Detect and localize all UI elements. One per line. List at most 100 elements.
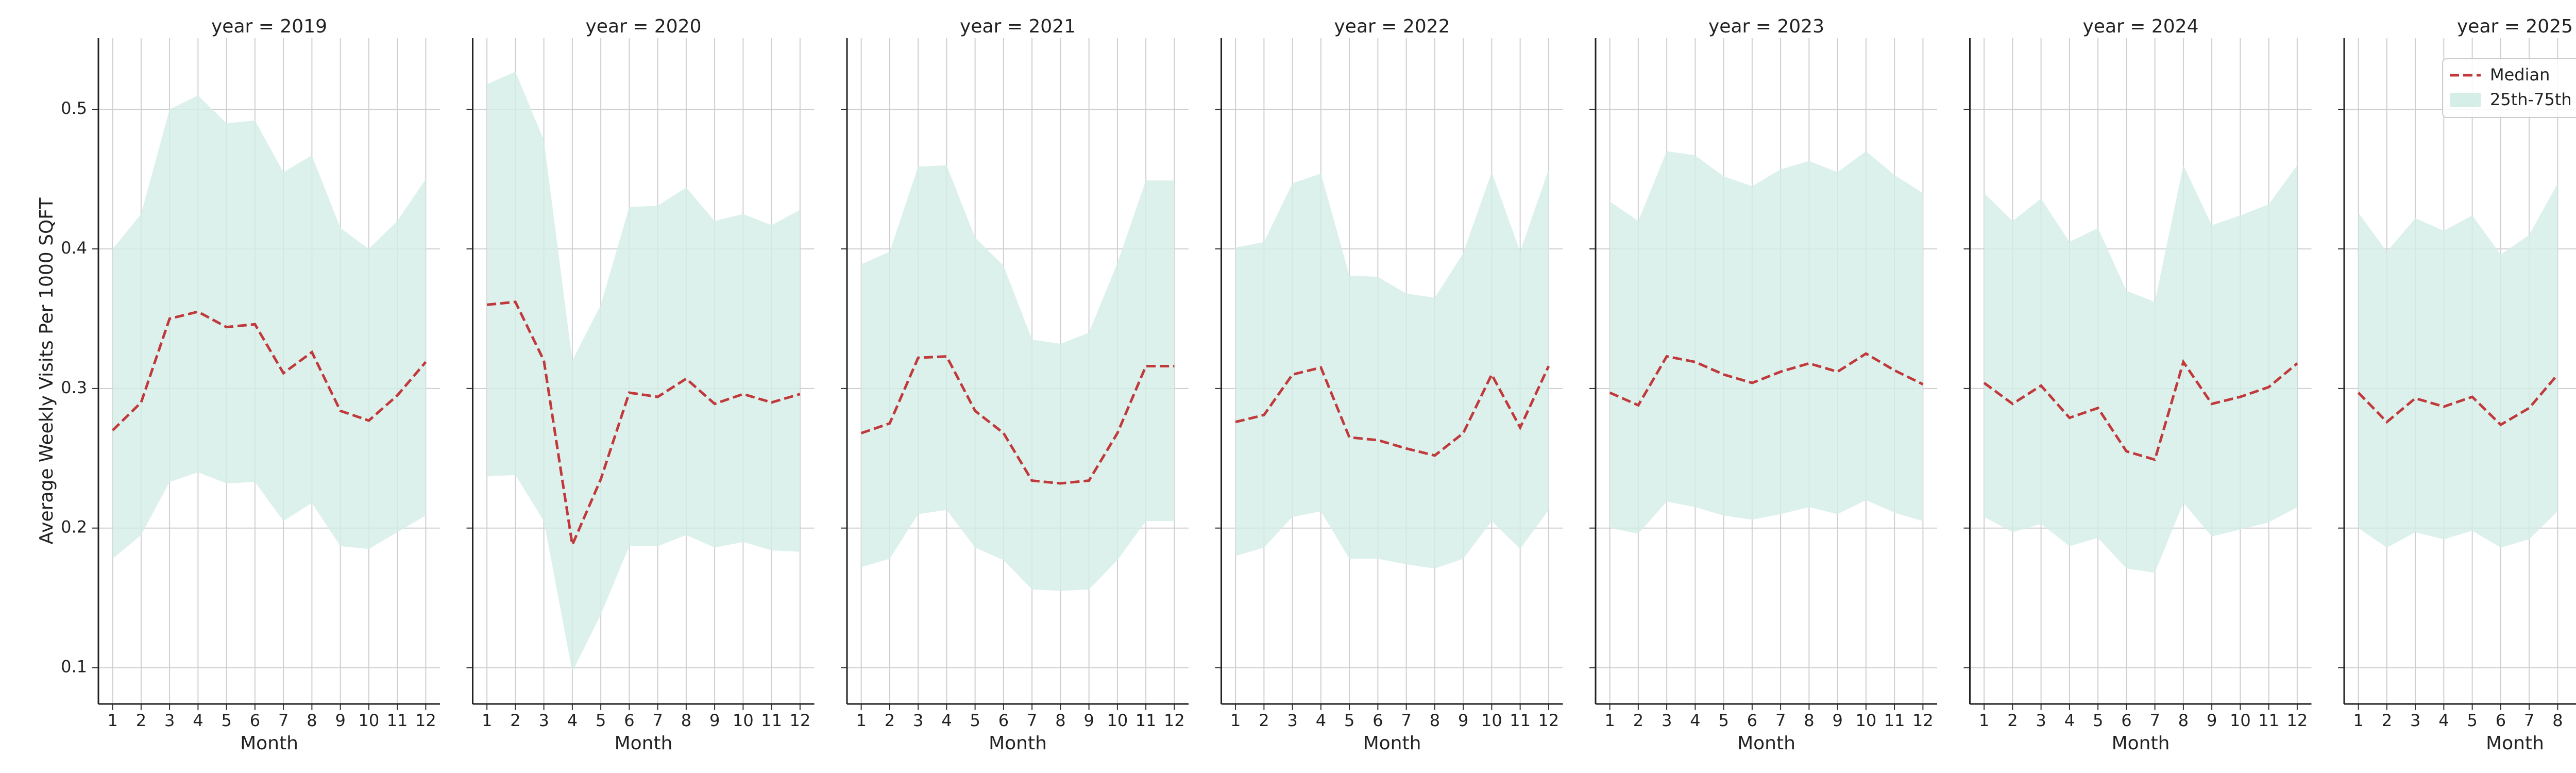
x-tick-label: 4: [941, 711, 952, 730]
x-tick-label: 9: [335, 711, 345, 730]
y-tick-label: 0.2: [61, 517, 87, 537]
x-tick-label: 11: [1884, 711, 1905, 730]
x-tick-label: 4: [567, 711, 578, 730]
x-tick-label: 9: [1458, 711, 1468, 730]
x-tick-label: 5: [2093, 711, 2103, 730]
x-axis-label: Month: [1737, 733, 1795, 754]
median-line: [1235, 365, 1550, 457]
x-tick-label: 10: [1481, 711, 1502, 730]
legend-label: 25th-75th Percentile: [2490, 90, 2576, 109]
x-tick-label: 2: [885, 711, 895, 730]
x-tick-label: 11: [761, 711, 782, 730]
panel-title: year = 2022: [1334, 16, 1450, 37]
x-tick-label: 11: [1510, 711, 1531, 730]
x-tick-label: 7: [1401, 711, 1411, 730]
iqr-band: [112, 95, 426, 559]
x-tick-label: 4: [1690, 711, 1700, 730]
x-tick-label: 6: [1747, 711, 1757, 730]
legend-label: Median: [2490, 65, 2550, 85]
x-tick-label: 6: [250, 711, 260, 730]
x-tick-label: 6: [2496, 711, 2506, 730]
x-tick-label: 10: [359, 711, 380, 730]
median-line: [486, 300, 801, 550]
x-tick-label: 7: [278, 711, 289, 730]
x-axis-label: Month: [615, 733, 673, 754]
x-tick-label: 3: [2036, 711, 2046, 730]
panel: year = 2025123456789101112Month: [2338, 16, 2576, 754]
x-tick-label: 5: [221, 711, 231, 730]
x-tick-label: 10: [733, 711, 754, 730]
x-tick-label: 1: [107, 711, 117, 730]
x-tick-label: 8: [2178, 711, 2189, 730]
panel-title: year = 2020: [586, 16, 702, 37]
x-tick-label: 2: [2382, 711, 2392, 730]
x-tick-label: 1: [1230, 711, 1241, 730]
x-tick-label: 8: [681, 711, 691, 730]
y-axis-label: Average Weekly Visits Per 1000 SQFT: [36, 197, 57, 545]
y-tick-label: 0.1: [61, 657, 87, 677]
x-tick-label: 5: [1344, 711, 1354, 730]
x-tick-label: 4: [2064, 711, 2075, 730]
x-tick-label: 6: [2121, 711, 2131, 730]
x-tick-label: 1: [856, 711, 866, 730]
x-tick-label: 1: [482, 711, 492, 730]
x-tick-label: 9: [709, 711, 720, 730]
x-tick-label: 2: [1259, 711, 1269, 730]
x-tick-label: 5: [2467, 711, 2477, 730]
panel-title: year = 2025: [2457, 16, 2573, 37]
x-tick-label: 3: [164, 711, 175, 730]
x-tick-label: 5: [1718, 711, 1728, 730]
legend: Median 25th-75th Percentile: [2442, 58, 2576, 118]
x-tick-label: 12: [1164, 711, 1185, 730]
x-tick-label: 8: [1804, 711, 1814, 730]
iqr-band: [1984, 165, 2297, 573]
x-tick-label: 12: [2287, 711, 2308, 730]
iqr-band: [861, 165, 1175, 591]
y-tick-label: 0.5: [61, 98, 87, 118]
median-line: [860, 355, 1175, 485]
iqr-band: [2358, 183, 2558, 548]
x-tick-label: 4: [2438, 711, 2449, 730]
y-tick-label: 0.3: [61, 378, 87, 397]
x-tick-label: 6: [624, 711, 634, 730]
x-tick-label: 9: [1083, 711, 1094, 730]
x-tick-label: 2: [1633, 711, 1643, 730]
x-tick-label: 8: [1055, 711, 1065, 730]
x-tick-label: 1: [2353, 711, 2363, 730]
x-tick-label: 3: [1287, 711, 1297, 730]
x-tick-label: 2: [2007, 711, 2018, 730]
x-tick-label: 10: [1107, 711, 1128, 730]
panel-title: year = 2021: [960, 16, 1076, 37]
x-tick-label: 8: [1430, 711, 1440, 730]
x-tick-label: 5: [596, 711, 606, 730]
x-tick-label: 7: [2524, 711, 2534, 730]
x-tick-label: 6: [1372, 711, 1383, 730]
x-axis-label: Month: [989, 733, 1047, 754]
panel-title: year = 2019: [211, 16, 327, 37]
x-tick-label: 3: [2410, 711, 2420, 730]
x-tick-label: 9: [2207, 711, 2217, 730]
x-tick-label: 4: [1316, 711, 1326, 730]
x-tick-label: 9: [1832, 711, 1842, 730]
x-tick-label: 2: [136, 711, 146, 730]
x-tick-label: 3: [1662, 711, 1672, 730]
x-tick-label: 12: [1912, 711, 1934, 730]
x-tick-label: 12: [1538, 711, 1560, 730]
x-axis-label: Month: [240, 733, 298, 754]
iqr-band: [1235, 169, 1549, 569]
iqr-band: [1609, 151, 1923, 534]
x-tick-label: 10: [2230, 711, 2251, 730]
x-tick-label: 12: [790, 711, 811, 730]
panel-title: year = 2024: [2083, 16, 2199, 37]
median-line: [111, 310, 427, 431]
x-tick-label: 7: [1775, 711, 1786, 730]
median-line: [1983, 359, 2298, 462]
x-tick-label: 12: [415, 711, 436, 730]
x-tick-label: 1: [1979, 711, 1989, 730]
x-tick-label: 7: [2149, 711, 2160, 730]
